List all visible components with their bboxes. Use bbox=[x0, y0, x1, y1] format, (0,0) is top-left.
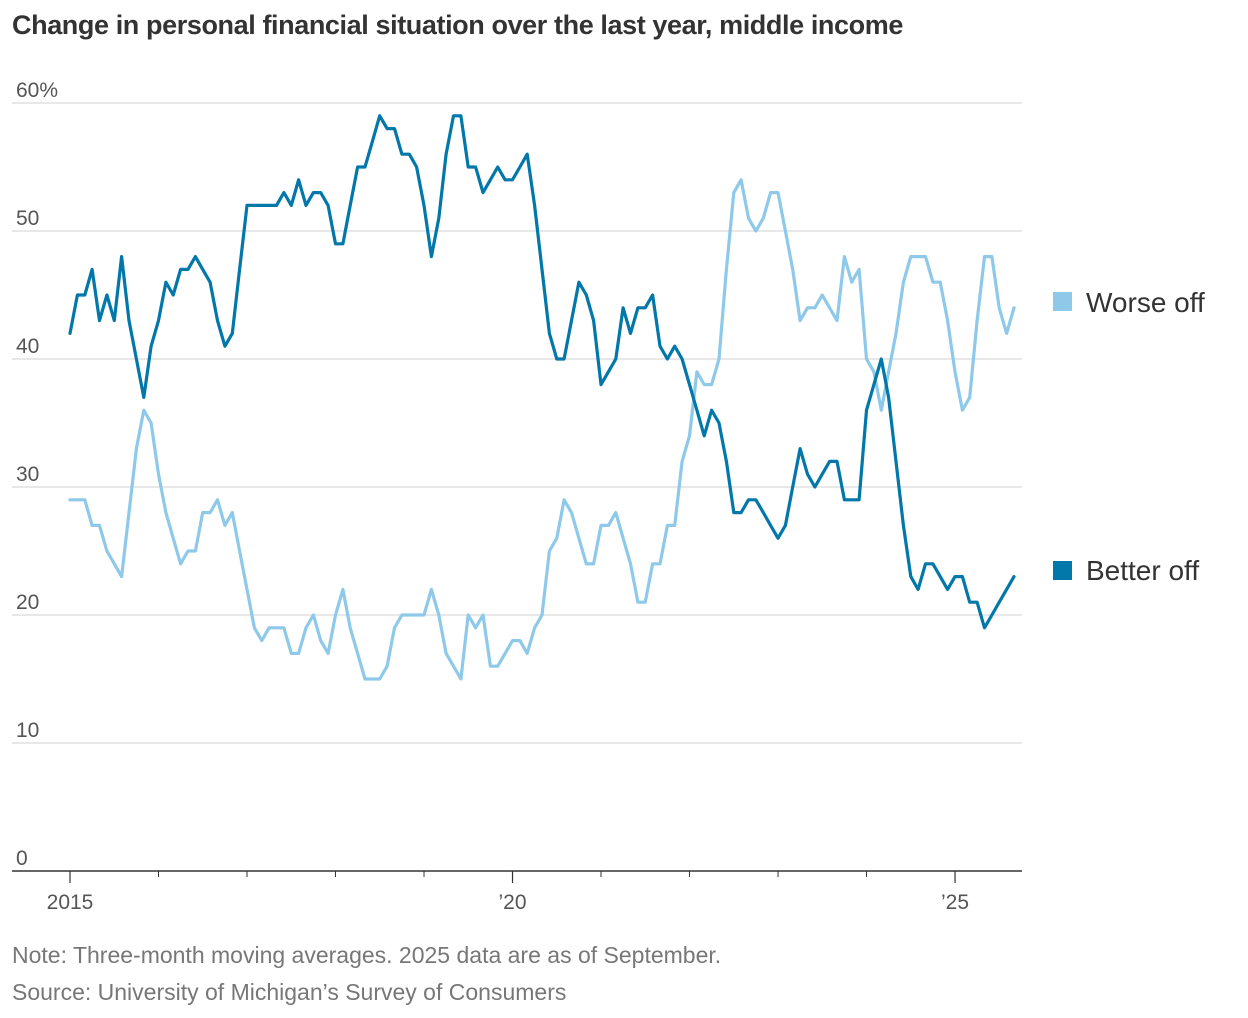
gridlines bbox=[12, 102, 1022, 744]
legend-swatch-better-off bbox=[1053, 561, 1072, 580]
x-axis: 2015 ’20 ’25 bbox=[12, 870, 1022, 914]
y-axis-tick-labels: 0 10 20 30 40 50 60% bbox=[16, 79, 58, 870]
y-tick-label: 0 bbox=[16, 847, 28, 870]
x-tick-label: 2015 bbox=[47, 891, 94, 914]
series-line-worse-off bbox=[68, 178, 1016, 681]
x-tick-label: ’25 bbox=[941, 891, 969, 914]
chart-title: Change in personal financial situation o… bbox=[12, 10, 903, 40]
legend: Worse off Better off bbox=[1053, 287, 1205, 586]
chart-note: Note: Three-month moving averages. 2025 … bbox=[12, 942, 722, 968]
y-tick-label: 30 bbox=[16, 463, 39, 486]
y-tick-label: 60% bbox=[16, 79, 58, 102]
y-tick-label: 10 bbox=[16, 719, 39, 742]
x-tick-label: ’20 bbox=[499, 891, 527, 914]
y-tick-label: 40 bbox=[16, 335, 39, 358]
legend-swatch-worse-off bbox=[1053, 292, 1072, 311]
chart-source: Source: University of Michigan’s Survey … bbox=[12, 979, 567, 1005]
legend-label-worse-off: Worse off bbox=[1086, 287, 1205, 318]
legend-label-better-off: Better off bbox=[1086, 555, 1199, 586]
y-tick-label: 50 bbox=[16, 207, 39, 230]
series-line-better-off bbox=[68, 114, 1016, 630]
series-lines bbox=[68, 114, 1016, 681]
y-tick-label: 20 bbox=[16, 591, 39, 614]
